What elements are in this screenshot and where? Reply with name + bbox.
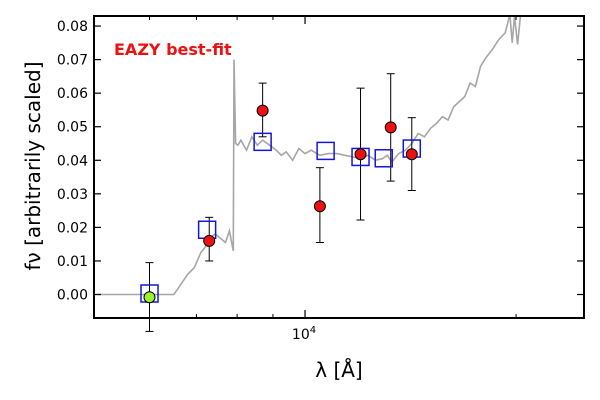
- observed-point-1: [256, 104, 269, 117]
- observed-points-layer: [143, 104, 418, 304]
- lowsn-point-0: [143, 291, 156, 304]
- plot-frame: [93, 15, 585, 319]
- y-tick-label-3: 0.03: [57, 187, 88, 203]
- sed-curve: [94, 16, 522, 296]
- observed-point-3: [354, 148, 367, 161]
- x-axis-label: λ [Å]: [315, 358, 362, 382]
- y-tick-label-1: 0.01: [57, 254, 88, 270]
- sed-curve-layer: [94, 16, 522, 296]
- y-tick-label-6: 0.06: [57, 86, 88, 102]
- observed-point-5: [405, 148, 418, 161]
- y-tick-label-8: 0.08: [57, 19, 88, 35]
- y-tick-label-2: 0.02: [57, 220, 88, 236]
- model-point-5: [374, 149, 393, 168]
- model-points-layer: [140, 132, 422, 303]
- x-tick-label-0: 104: [292, 325, 316, 343]
- model-point-3: [316, 141, 335, 161]
- observed-point-4: [384, 121, 397, 134]
- model-point-2: [253, 132, 272, 152]
- y-tick-label-5: 0.05: [57, 120, 88, 136]
- y-tick-label-0: 0.00: [57, 288, 88, 304]
- observed-point-2: [313, 200, 326, 213]
- axes-layer: 0.00 0.01 0.02 0.03 0.04 0.05 0.06 0.07 0.08 104: [57, 15, 585, 343]
- y-tick-label-7: 0.07: [57, 53, 88, 69]
- y-axis-label: fν [arbitrarily scaled]: [21, 62, 45, 271]
- observed-point-0: [203, 234, 216, 247]
- y-tick-label-4: 0.04: [57, 153, 88, 169]
- error-bars-layer: [145, 73, 416, 332]
- annotation-label: EAZY best-fit: [114, 40, 232, 59]
